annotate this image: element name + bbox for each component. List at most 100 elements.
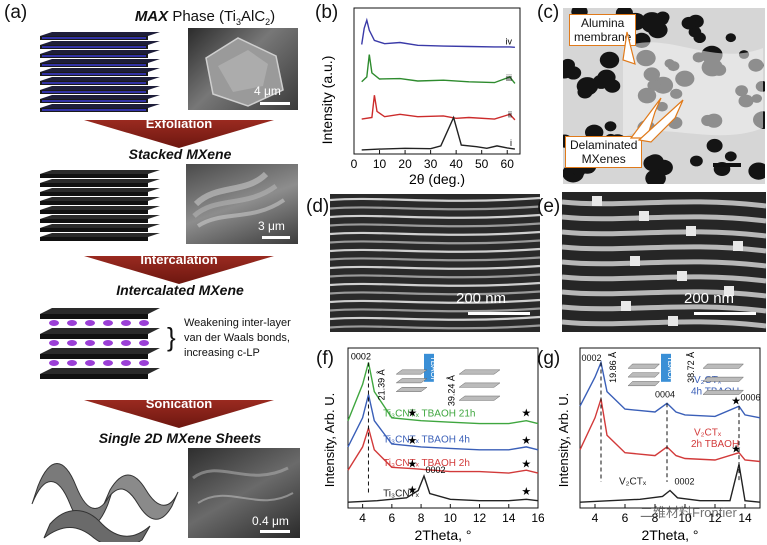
- stack-layer-side: [40, 219, 148, 223]
- intercalant: [121, 320, 131, 326]
- scale-text-single: 0.4 μm: [252, 514, 289, 528]
- panel-g-spacing1: 19.86 Å: [608, 352, 618, 383]
- expanded-nanosheet: [562, 274, 766, 284]
- max-layer-top: [40, 68, 160, 72]
- panel-g-ylabel: Intensity, Arb. U.: [556, 393, 571, 487]
- inter-layer-side: [40, 314, 148, 319]
- expanded-nanosheet: [562, 289, 766, 299]
- stack-layer-side: [40, 237, 148, 241]
- scale-bar-single: [260, 530, 290, 533]
- scale-single: 0.4 μm: [188, 448, 300, 538]
- panel-f-trace-label: Ti₃CNTₓ TBAOH 21h: [383, 408, 475, 419]
- panel-a-label: (a): [4, 2, 28, 23]
- panel-c-label: (c): [537, 2, 560, 23]
- panel-f-tbaoh: TBAOH: [429, 356, 438, 384]
- panel-b-trace-label: iii: [506, 73, 512, 83]
- stack-layer-top: [40, 206, 160, 210]
- intercalated-spacer: [621, 301, 631, 311]
- inter-layer-side: [40, 334, 148, 339]
- panel-f-tick-label: 4: [359, 511, 366, 525]
- stack-layer-top: [40, 224, 160, 228]
- panel-b-tick-label: 20: [398, 157, 412, 171]
- note-line-3: increasing c-LP: [184, 347, 260, 359]
- mxene-flake: [623, 42, 763, 138]
- panel-b-trace-label: i: [510, 138, 512, 148]
- single-sem-image: 0.4 μm: [188, 448, 300, 538]
- scale-bar-max: [260, 102, 290, 105]
- stacked-sem-image: 3 μm: [186, 164, 298, 244]
- panel-f-tick-label: 8: [418, 511, 425, 525]
- intercalated-mxene-title: Intercalated MXene: [116, 282, 244, 298]
- panel-b-tick-label: 30: [424, 157, 438, 171]
- intercalated-spacer: [630, 256, 640, 266]
- panel-g-star: ★: [731, 396, 741, 408]
- max-phase-title: MAX Phase (Ti3AlC2): [90, 8, 320, 27]
- panel-f-xlabel: 2Theta, °: [415, 527, 472, 543]
- single-sheets-title: Single 2D MXene Sheets: [98, 430, 262, 446]
- panel-e-layered-texture: [562, 196, 766, 329]
- scale-text-stacked: 3 μm: [258, 219, 285, 233]
- membrane-pore: [597, 69, 616, 85]
- panel-b-series-i: [361, 115, 516, 151]
- panel-g-tbaoh: TBAOH: [666, 356, 675, 384]
- intercalant: [67, 320, 77, 326]
- intercalant: [139, 360, 149, 366]
- max-layer-top: [40, 59, 160, 63]
- stack-layer-side: [40, 228, 148, 232]
- max-layer-top: [40, 32, 160, 36]
- stacked-nanosheet: [330, 264, 540, 270]
- panel-f-layer-icon: [395, 387, 428, 392]
- intercalant: [103, 360, 113, 366]
- panel-f-star: ★: [521, 435, 531, 447]
- panel-g-peak-bottom: 0002: [675, 477, 695, 487]
- stacked-nanosheet: [330, 315, 540, 321]
- callout-delaminated: Delaminated MXenes: [565, 136, 643, 168]
- max-title-sub2: 2: [265, 17, 271, 27]
- stack-layer-side: [40, 192, 148, 196]
- panel-f-star: ★: [407, 484, 417, 496]
- membrane-pore: [643, 155, 662, 172]
- intercalated-spacer: [668, 316, 678, 326]
- scale-max: 4 μm: [188, 28, 298, 110]
- stack-layer-side: [40, 201, 148, 205]
- panel-g-peak-0006: 0006: [741, 392, 761, 402]
- inter-layer-side: [40, 374, 148, 379]
- panel-g-layer-icon-expanded: [702, 363, 745, 369]
- stacked-nanosheet: [330, 230, 540, 236]
- panel-f-layer-icon-expanded: [458, 382, 501, 388]
- inter-layer-top: [40, 308, 160, 314]
- max-layer-top: [40, 95, 160, 99]
- membrane-pore: [690, 155, 703, 167]
- max-title-bold: MAX: [134, 8, 169, 25]
- panel-g-series: [579, 464, 761, 503]
- panel-b-tick-label: 50: [475, 157, 489, 171]
- max-layer-top: [40, 50, 160, 54]
- panel-b-tick-label: 0: [351, 157, 358, 171]
- panel-g-layer-icon-expanded: [702, 376, 745, 382]
- intercalated-spacer: [686, 226, 696, 236]
- intercalated-spacer: [733, 241, 743, 251]
- bracket: }: [167, 322, 176, 352]
- intercalant: [49, 360, 59, 366]
- membrane-pore: [645, 169, 666, 184]
- stacked-sem-texture: [192, 171, 286, 228]
- panel-g-label: (g): [537, 348, 561, 369]
- scale-text-max: 4 μm: [254, 84, 281, 98]
- stack-layer-side: [40, 183, 148, 187]
- intercalant: [85, 340, 95, 346]
- panel-b-ylabel: Intensity (a.u.): [319, 56, 335, 145]
- watermark: 二维材料Frontier: [640, 505, 737, 520]
- max-title-close: ): [270, 8, 276, 25]
- panel-f-star: ★: [521, 458, 531, 470]
- stacked-nanosheet: [330, 247, 540, 253]
- expanded-nanosheet: [562, 214, 766, 224]
- panel-f-layer-icon: [395, 369, 428, 375]
- panel-g-tick-label: 6: [622, 511, 629, 525]
- membrane-pore: [599, 51, 620, 69]
- stacked-nanosheet: [330, 196, 540, 202]
- intercalant: [121, 340, 131, 346]
- inter-layer-side: [40, 354, 148, 359]
- panel-f-star: ★: [521, 486, 531, 498]
- callout-arrows: [622, 31, 741, 167]
